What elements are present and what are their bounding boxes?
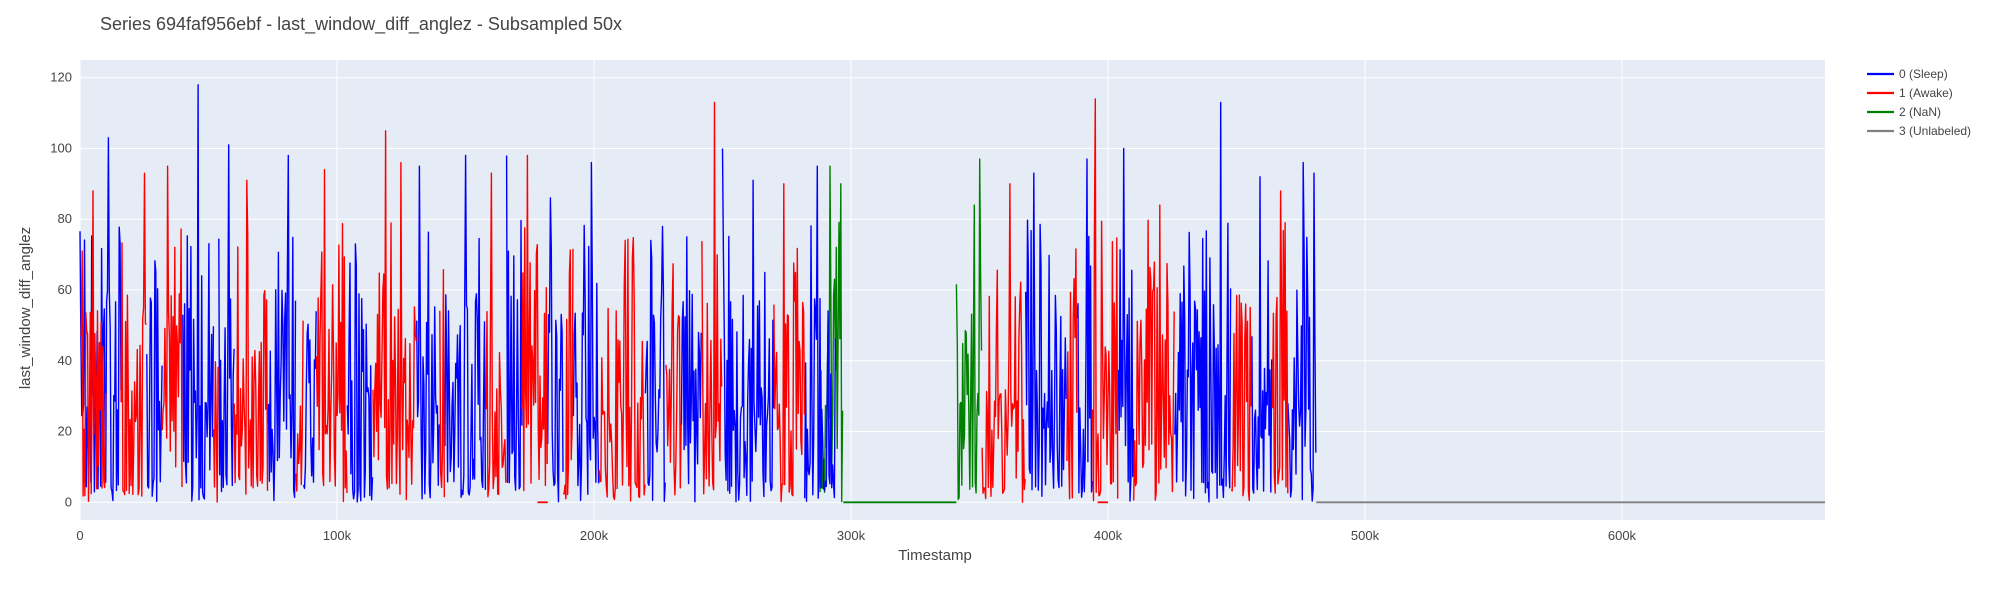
series-line-segment xyxy=(346,243,374,503)
series-line-segment xyxy=(981,183,1026,503)
series-line-segment xyxy=(302,311,317,489)
series-line-segment xyxy=(1066,248,1078,500)
x-tick-label: 500k xyxy=(1351,528,1380,543)
x-axis-title: Timestamp xyxy=(898,547,972,564)
series-line-segment xyxy=(1230,294,1252,502)
legend: 0 (Sleep) 1 (Awake) 2 (NaN) 3 (Unlabeled) xyxy=(1867,67,1971,138)
series-line-segment xyxy=(105,137,122,502)
series-line-segment xyxy=(439,269,445,498)
series-line-segment xyxy=(372,130,417,501)
series-1 xyxy=(80,98,1289,504)
series-line-segment xyxy=(1287,161,1317,502)
x-tick-label: 0 xyxy=(76,528,83,543)
series-line-segment xyxy=(773,183,806,503)
series-line-segment xyxy=(485,172,507,498)
series-line-segment xyxy=(218,144,235,493)
series-line-segment xyxy=(701,101,723,495)
series-line-segment xyxy=(505,155,523,491)
series-line-segment xyxy=(233,179,269,495)
series-line-segment xyxy=(120,172,147,497)
series-line-segment xyxy=(295,320,304,492)
axes: 0 100k 200k 300k 400k 500k 600k 0 20 40 60 80 100 120 xyxy=(50,70,1636,543)
y-tick-label: 60 xyxy=(58,282,72,297)
series-line-segment xyxy=(547,197,564,503)
chart-title: Series 694faf956ebf - last_window_diff_a… xyxy=(100,14,622,35)
series-line-segment xyxy=(955,158,983,501)
series-line-segment xyxy=(80,190,107,502)
series-line-segment xyxy=(212,361,219,503)
series-line-segment xyxy=(598,237,646,502)
series-line-segment xyxy=(315,169,348,503)
series-line-segment xyxy=(1117,147,1135,502)
series-line-segment xyxy=(1174,101,1232,503)
x-tick-label: 600k xyxy=(1608,528,1637,543)
y-tick-label: 80 xyxy=(58,211,72,226)
series-line-segment xyxy=(1076,158,1094,498)
y-tick-label: 0 xyxy=(65,494,72,509)
y-tick-label: 40 xyxy=(58,353,72,368)
series-line-segment xyxy=(1271,190,1289,494)
y-axis-title: last_window_diff_anglez xyxy=(17,227,34,389)
series-line-segment xyxy=(1251,176,1273,494)
series-line-segment xyxy=(1091,98,1119,502)
series-line-segment xyxy=(1133,204,1175,501)
x-tick-label: 100k xyxy=(323,528,352,543)
series-line-segment xyxy=(721,148,775,503)
x-tick-label: 400k xyxy=(1094,528,1123,543)
series-line-segment xyxy=(444,154,487,498)
series-line-segment xyxy=(680,236,702,503)
series-layer xyxy=(79,84,1825,504)
series-line-segment xyxy=(1025,172,1067,497)
y-tick-label: 20 xyxy=(58,424,72,439)
series-line-segment xyxy=(161,165,183,488)
legend-item-label: 2 (NaN) xyxy=(1899,105,1941,119)
legend-item-label: 3 (Unlabeled) xyxy=(1899,124,1971,138)
series-line-segment xyxy=(266,154,297,502)
y-tick-label: 120 xyxy=(50,70,72,85)
series-line-segment xyxy=(644,225,666,502)
x-tick-label: 300k xyxy=(837,528,866,543)
series-line-segment xyxy=(665,263,682,496)
legend-item-label: 1 (Awake) xyxy=(1899,86,1953,100)
legend-item-label: 0 (Sleep) xyxy=(1899,67,1948,81)
series-line-segment xyxy=(182,84,215,502)
series-line-segment xyxy=(146,260,163,502)
series-line-segment xyxy=(416,165,440,500)
y-tick-label: 100 xyxy=(50,140,72,155)
series-line-segment xyxy=(562,248,574,500)
series-line-segment xyxy=(572,161,600,502)
series-line-segment xyxy=(521,154,548,492)
x-tick-label: 200k xyxy=(580,528,609,543)
series-line-segment xyxy=(804,165,836,502)
